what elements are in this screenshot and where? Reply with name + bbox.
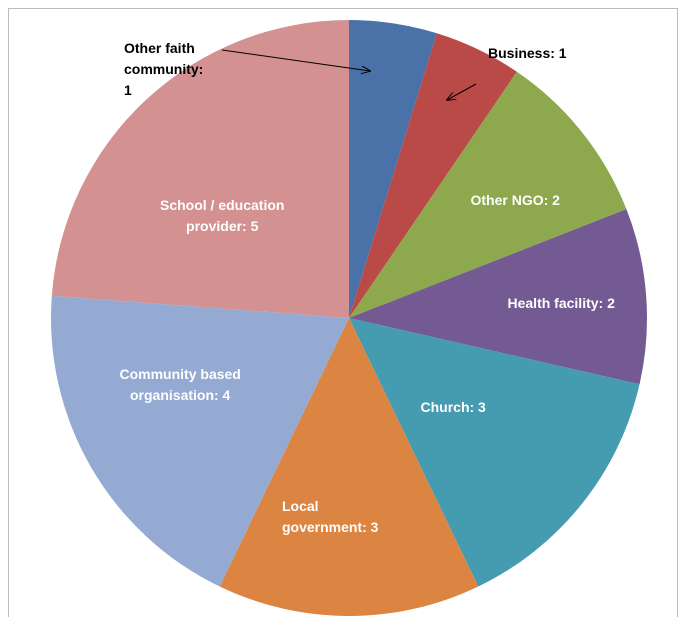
slice-label: Other faith community: 1 [124,40,204,98]
pie-slice [349,20,437,318]
pie-slice [349,71,627,318]
pie-slice [349,33,517,318]
slice-label: School / education provider: 5 [160,197,285,234]
pie-slice [349,318,640,587]
pie-slice [51,295,349,587]
pie-slice [219,318,479,616]
slice-label: Church: 3 [420,398,486,415]
slice-label: Community based organisation: 4 [119,366,241,403]
leader-arrow [221,49,370,71]
pie-slice [349,209,647,385]
pie-slice [51,20,350,318]
slice-label: Health facility: 2 [507,294,615,311]
slice-label: Other NGO: 2 [470,191,560,208]
leader-arrow [447,83,477,100]
frame [8,8,678,617]
slice-label: Business: 1 [488,45,567,61]
slice-label: Local government: 3 [282,498,379,535]
